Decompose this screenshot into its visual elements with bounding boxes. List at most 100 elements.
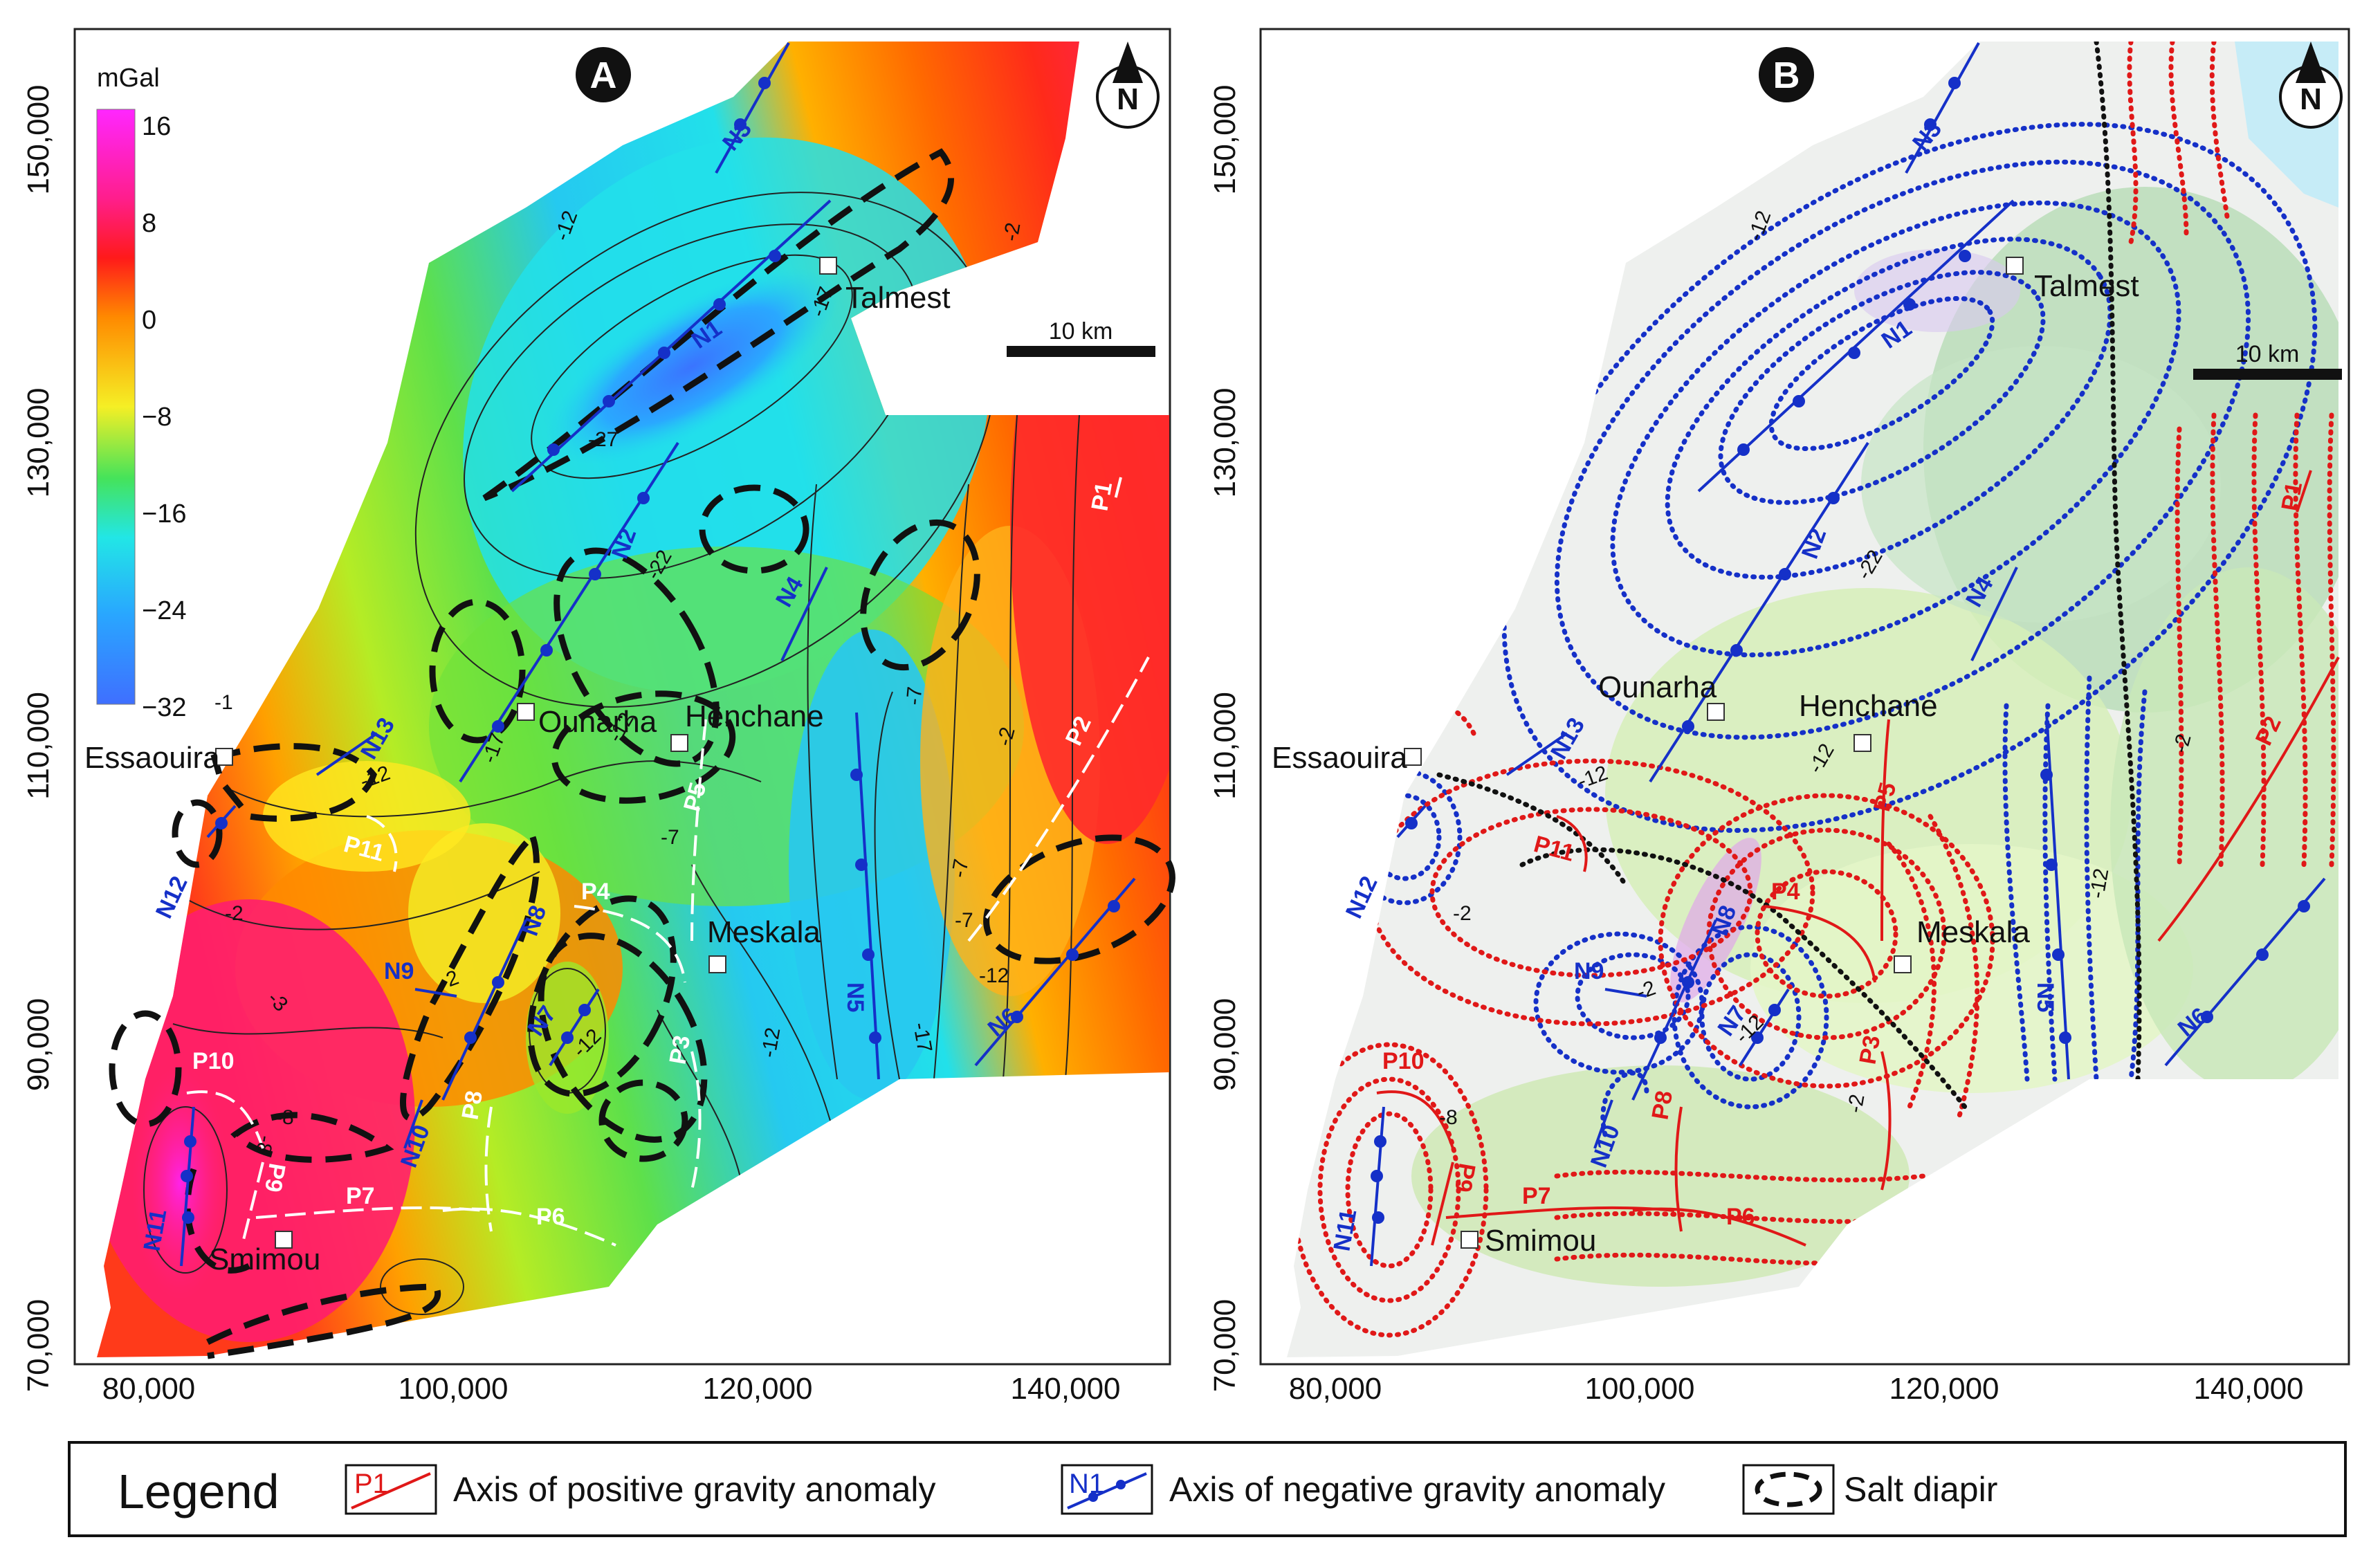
svg-text:140,000: 140,000: [2193, 1372, 2303, 1406]
marker-smimou-a: [275, 1231, 293, 1249]
svg-text:-7: -7: [661, 826, 679, 849]
place-smimou-a: Smimou: [209, 1242, 320, 1276]
legend-pos-axis: P1 Axis of positive gravity anomaly: [345, 1464, 936, 1515]
legend-salt-icon: [1755, 1471, 1822, 1507]
svg-text:-8: -8: [251, 1134, 277, 1156]
axis-label-n5-b: N5: [2032, 982, 2058, 1012]
place-smimou-b: Smimou: [1485, 1224, 1596, 1258]
svg-text:150,000: 150,000: [21, 84, 55, 194]
scale-bar-rect-a: [1007, 346, 1155, 357]
marker-meskala-b: [1894, 955, 1912, 973]
colorbar-tick-m32: −32: [142, 693, 186, 722]
places-a: Essaouira Ounarha Henchane Talmest Meska…: [84, 257, 951, 1276]
colorbar-ramp: [96, 109, 136, 705]
place-essaouira-b: Essaouira: [1272, 741, 1407, 775]
legend-pos-icon-text: P1: [354, 1469, 388, 1499]
neg-axes-b: [1370, 42, 2326, 1267]
svg-text:110,000: 110,000: [1208, 692, 1242, 800]
marker-ounarha-b: [1707, 703, 1725, 721]
axis-label-n9-b: N9: [1574, 958, 1604, 984]
legend-pos-label: Axis of positive gravity anomaly: [453, 1470, 936, 1509]
place-meskala-b: Meskala: [1916, 915, 2030, 949]
svg-text:-7: -7: [902, 686, 926, 706]
colorbar: mGal 16 8 0 −8 −16 −24 −32: [96, 64, 186, 722]
north-arrow-icon: [1113, 42, 1143, 83]
axis-label-p7: P7: [346, 1183, 375, 1209]
svg-text:110,000: 110,000: [21, 692, 55, 800]
scale-bar-label-b: 10 km: [2235, 341, 2300, 367]
legend: Legend P1 Axis of positive gravity anoma…: [68, 1441, 2347, 1537]
marker-meskala-a: [708, 955, 726, 973]
svg-text:-2: -2: [1453, 902, 1472, 925]
svg-text:80,000: 80,000: [102, 1372, 196, 1406]
svg-text:-12: -12: [757, 1026, 785, 1059]
panel-a-badge: [576, 47, 631, 102]
svg-text:80,000: 80,000: [1289, 1372, 1382, 1406]
svg-text:-12: -12: [979, 964, 1009, 987]
legend-neg-line: [1067, 1472, 1147, 1509]
marker-essaouira-b: [1404, 748, 1422, 766]
pos-axes-b: [1376, 470, 2340, 1247]
scale-bar-b: 10 km: [2193, 341, 2342, 380]
svg-text:120,000: 120,000: [1889, 1372, 1999, 1406]
neg-contours-b: [1346, 122, 2318, 1137]
svg-text:-8: -8: [275, 1106, 294, 1129]
axis-label-p4-b: P4: [1771, 879, 1800, 905]
svg-text:-12: -12: [2085, 867, 2113, 900]
neg-axis-labels-b: N1 N2 N3 N4 N5 N6 N7 N8 N9 N10 N11 N12 N…: [1328, 116, 2213, 1253]
panel-a: N1 N2 N3 N4 N5 N6 N7 N8 N9 N10 N11 N12 N…: [21, 28, 1175, 1406]
axis-label-n5: N5: [842, 982, 868, 1012]
north-arrow-icon: [2296, 42, 2326, 83]
colorbar-tick-m8: −8: [142, 403, 172, 432]
neg-axis-markers-b: [1371, 77, 2310, 1224]
place-ounarha-b: Ounarha: [1598, 670, 1717, 704]
colorbar-tick-0: 0: [142, 306, 156, 335]
svg-text:-2: -2: [225, 902, 244, 925]
svg-text:100,000: 100,000: [1584, 1372, 1694, 1406]
x-ticks-a: 80,000 100,000 120,000 140,000: [102, 1372, 1121, 1406]
legend-neg-marker: [1116, 1480, 1126, 1489]
marker-henchane-b: [1853, 734, 1871, 752]
svg-text:120,000: 120,000: [702, 1372, 812, 1406]
svg-text:140,000: 140,000: [1010, 1372, 1120, 1406]
axis-label-p1: P1: [1086, 480, 1117, 513]
north-arrow-b: N: [2279, 42, 2343, 129]
legend-salt-label: Salt diapir: [1844, 1470, 1997, 1509]
axis-label-p9: P9: [259, 1162, 291, 1195]
panel-a-letter: A: [590, 55, 617, 96]
legend-neg-icon-text: N1: [1069, 1469, 1104, 1499]
svg-text:130,000: 130,000: [1208, 387, 1242, 497]
svg-text:-2: -2: [1843, 1092, 1869, 1114]
place-henchane-b: Henchane: [1799, 689, 1938, 723]
colorbar-tick-m16: −16: [142, 499, 186, 529]
place-henchane-a: Henchane: [685, 699, 824, 733]
svg-text:90,000: 90,000: [21, 998, 55, 1092]
axis-label-p6: P6: [536, 1204, 565, 1230]
svg-text:-27: -27: [588, 428, 618, 451]
colorbar-tick-16: 16: [142, 112, 171, 141]
place-talmest-a: Talmest: [845, 281, 951, 315]
y-ticks-a: 150,000 130,000 110,000 90,000 70,000: [21, 84, 55, 1392]
pos-axis-labels-a: P1 P2 P3 P4 P5 P6 P7 P8 P9 P10 P11: [192, 480, 1117, 1230]
scale-bar-a: 10 km: [1007, 318, 1155, 357]
place-talmest-b: Talmest: [2034, 269, 2139, 303]
marker-talmest-a: [819, 257, 837, 275]
colorbar-unit: mGal: [97, 64, 160, 93]
svg-text:-8: -8: [1439, 1106, 1458, 1129]
axis-label-p1-b: P1: [2276, 480, 2307, 513]
legend-salt-diapir: Salt diapir: [1742, 1464, 1997, 1515]
marker-henchane-a: [670, 734, 688, 752]
panel-b-letter: B: [1773, 55, 1800, 96]
svg-text:90,000: 90,000: [1208, 998, 1242, 1092]
place-essaouira-a: Essaouira: [84, 741, 220, 775]
marker-smimou-b: [1461, 1231, 1479, 1249]
legend-box: [68, 1441, 2347, 1537]
pos-axes-a: [186, 477, 1150, 1247]
axis-label-p3-b: P3: [1854, 1034, 1885, 1067]
marker-essaouira-a: [215, 748, 233, 766]
places-b: Essaouira Ounarha Henchane Talmest Meska…: [1272, 257, 2139, 1258]
svg-text:-7: -7: [947, 857, 973, 879]
colorbar-tick-m24: −24: [142, 596, 186, 625]
axis-label-p3: P3: [664, 1034, 695, 1067]
